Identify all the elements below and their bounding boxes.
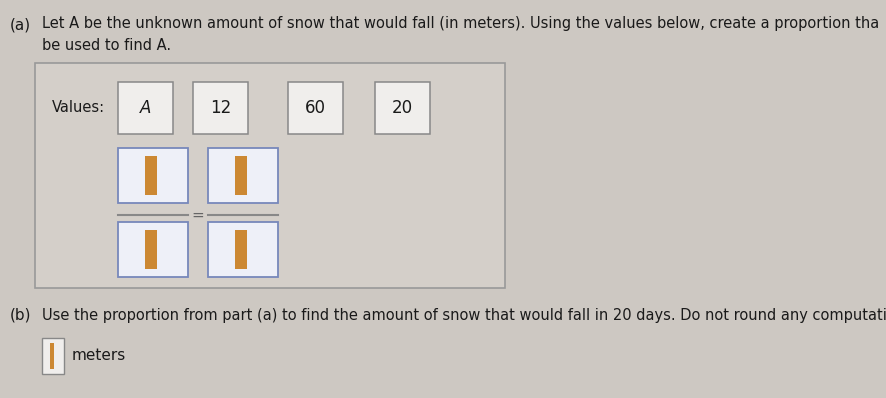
FancyBboxPatch shape xyxy=(42,338,64,374)
Text: 12: 12 xyxy=(210,99,231,117)
FancyBboxPatch shape xyxy=(144,156,157,195)
FancyBboxPatch shape xyxy=(118,82,173,134)
FancyBboxPatch shape xyxy=(118,148,188,203)
Text: meters: meters xyxy=(72,349,126,363)
FancyBboxPatch shape xyxy=(118,222,188,277)
FancyBboxPatch shape xyxy=(234,156,247,195)
Text: (b): (b) xyxy=(10,308,32,323)
Text: be used to find A.: be used to find A. xyxy=(42,38,171,53)
Text: 20: 20 xyxy=(392,99,413,117)
FancyBboxPatch shape xyxy=(234,230,247,269)
FancyBboxPatch shape xyxy=(375,82,430,134)
Text: Use the proportion from part (a) to find the amount of snow that would fall in 2: Use the proportion from part (a) to find… xyxy=(42,308,886,323)
FancyBboxPatch shape xyxy=(50,343,54,369)
FancyBboxPatch shape xyxy=(193,82,248,134)
Text: A: A xyxy=(140,99,151,117)
Text: =: = xyxy=(191,207,204,222)
FancyBboxPatch shape xyxy=(207,222,277,277)
FancyBboxPatch shape xyxy=(288,82,343,134)
Text: Values:: Values: xyxy=(52,101,105,115)
FancyBboxPatch shape xyxy=(35,63,504,288)
FancyBboxPatch shape xyxy=(207,148,277,203)
Text: Let A be the unknown amount of snow that would fall (in meters). Using the value: Let A be the unknown amount of snow that… xyxy=(42,16,878,31)
Text: (a): (a) xyxy=(10,18,31,33)
FancyBboxPatch shape xyxy=(144,230,157,269)
Text: 60: 60 xyxy=(305,99,326,117)
